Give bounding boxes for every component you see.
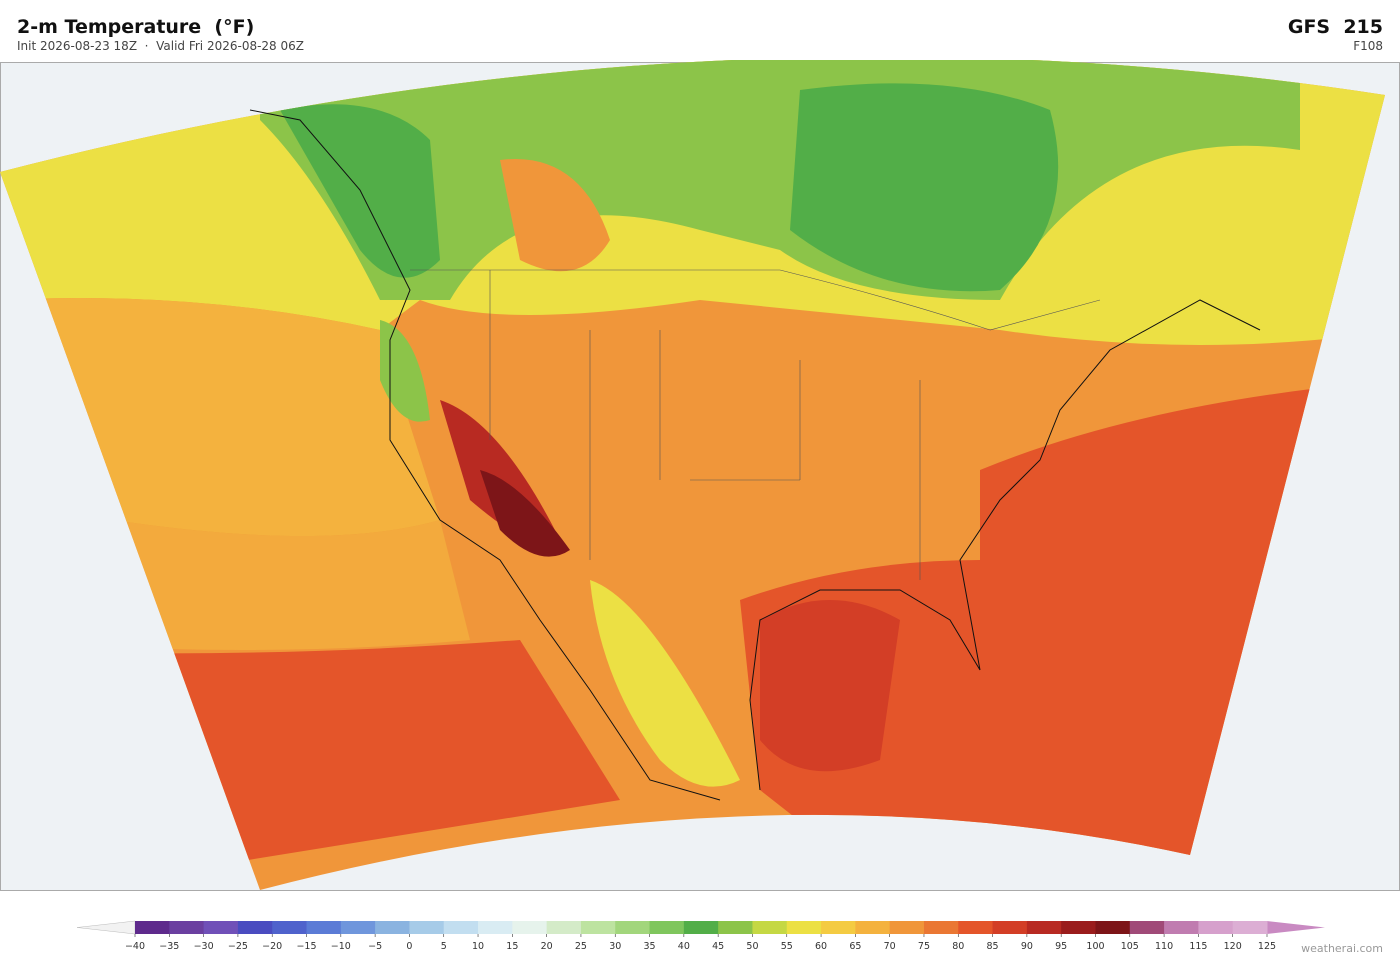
colorbar-tick-label: 35 (643, 941, 655, 952)
colorbar-tick-label: 75 (918, 941, 930, 952)
colorbar-tick-label: −35 (159, 941, 179, 952)
colorbar-tick-label: 55 (781, 941, 793, 952)
colorbar-segment (786, 921, 822, 934)
colorbar-segment (992, 921, 1028, 934)
borders (410, 269, 1101, 580)
colorbar-segment (821, 921, 856, 934)
colorbar-segment (889, 921, 925, 934)
colorbar-segment (1198, 921, 1234, 934)
colorbar-segment (958, 921, 994, 934)
colorbar-segment (1061, 921, 1096, 934)
colorbar-segment (409, 921, 445, 934)
colorbar-segment (683, 921, 719, 934)
colorbar: −40 −35 −30 −25 −20 −15 −10 −5 0 5 10 15 20 25 30 35 40 4… (76, 920, 1325, 952)
colorbar-segment (306, 921, 342, 934)
colorbar-tick-label: 95 (1055, 941, 1067, 952)
colorbar-tick-label: 45 (712, 941, 724, 952)
colorbar-segment (1164, 921, 1199, 934)
colorbar-tick-label: 110 (1155, 941, 1173, 952)
colorbar-tick-label: 30 (609, 941, 621, 952)
colorbar-segment (203, 921, 239, 934)
colorbar-segment (478, 921, 513, 934)
coastline (249, 109, 1261, 801)
colorbar-tick-label: −10 (331, 941, 351, 952)
colorbar-tick-label: 65 (849, 941, 861, 952)
colorbar-tick-label: 40 (678, 941, 690, 952)
colorbar-tick-label: 125 (1258, 941, 1276, 952)
colorbar-tick-label: 25 (575, 941, 587, 952)
colorbar-segment (615, 921, 651, 934)
colorbar-segment (649, 921, 685, 934)
colorbar-tick-label: 85 (987, 941, 999, 952)
subtitle: Init 2026-08-23 18Z · Valid Fri 2026-08-… (17, 39, 304, 53)
colorbar-tick-label: −15 (296, 941, 316, 952)
model-label: GFS 215 (1287, 16, 1383, 38)
colorbar-segment (1026, 921, 1062, 934)
colorbar-tick-label: −5 (368, 941, 382, 952)
colorbar-tick-label: 20 (541, 941, 553, 952)
title: 2-m Temperature (°F) (17, 16, 255, 38)
colorbar-tick-label: 115 (1189, 941, 1207, 952)
colorbar-tick-label: 105 (1121, 941, 1139, 952)
colorbar-tick-label: 5 (441, 941, 447, 952)
colorbar-tick-label: −20 (262, 941, 282, 952)
colorbar-tick-label: 50 (746, 941, 758, 952)
colorbar-segment (855, 921, 891, 934)
colorbar-over (1267, 921, 1325, 934)
colorbar-segment (1095, 921, 1131, 934)
colorbar-segment (135, 921, 170, 934)
colorbar-tick-label: 0 (406, 941, 412, 952)
colorbar-segment (443, 921, 479, 934)
temperature-field (0, 60, 1385, 890)
colorbar-segment (512, 921, 548, 934)
colorbar-tick-label: 70 (884, 941, 896, 952)
colorbar-tick-label: 60 (815, 941, 827, 952)
colorbar-segment (752, 921, 788, 934)
colorbar-segment (580, 921, 616, 934)
colorbar-tick-label: 15 (506, 941, 518, 952)
colorbar-tick-label: 100 (1086, 941, 1104, 952)
colorbar-under (76, 920, 136, 935)
colorbar-tick-label: 10 (472, 941, 484, 952)
colorbar-tick-label: −30 (194, 941, 214, 952)
colorbar-tick-label: 90 (1021, 941, 1033, 952)
colorbar-segment (923, 921, 959, 934)
colorbar-segment (375, 921, 410, 934)
colorbar-segment (169, 921, 205, 934)
colorbar-tick-label: 120 (1224, 941, 1242, 952)
credit: weatherai.com (1301, 942, 1383, 955)
colorbar-tick-label: 80 (952, 941, 964, 952)
colorbar-segment (1129, 921, 1165, 934)
forecast-hour: F108 (1353, 39, 1383, 53)
colorbar-segment (1232, 921, 1268, 934)
colorbar-tick-label: −40 (125, 941, 145, 952)
colorbar-segment (718, 921, 753, 934)
colorbar-segment (340, 921, 376, 934)
colorbar-tick-label: −25 (228, 941, 248, 952)
colorbar-segment (546, 921, 582, 934)
colorbar-segment (272, 921, 308, 934)
colorbar-segment (237, 921, 273, 934)
